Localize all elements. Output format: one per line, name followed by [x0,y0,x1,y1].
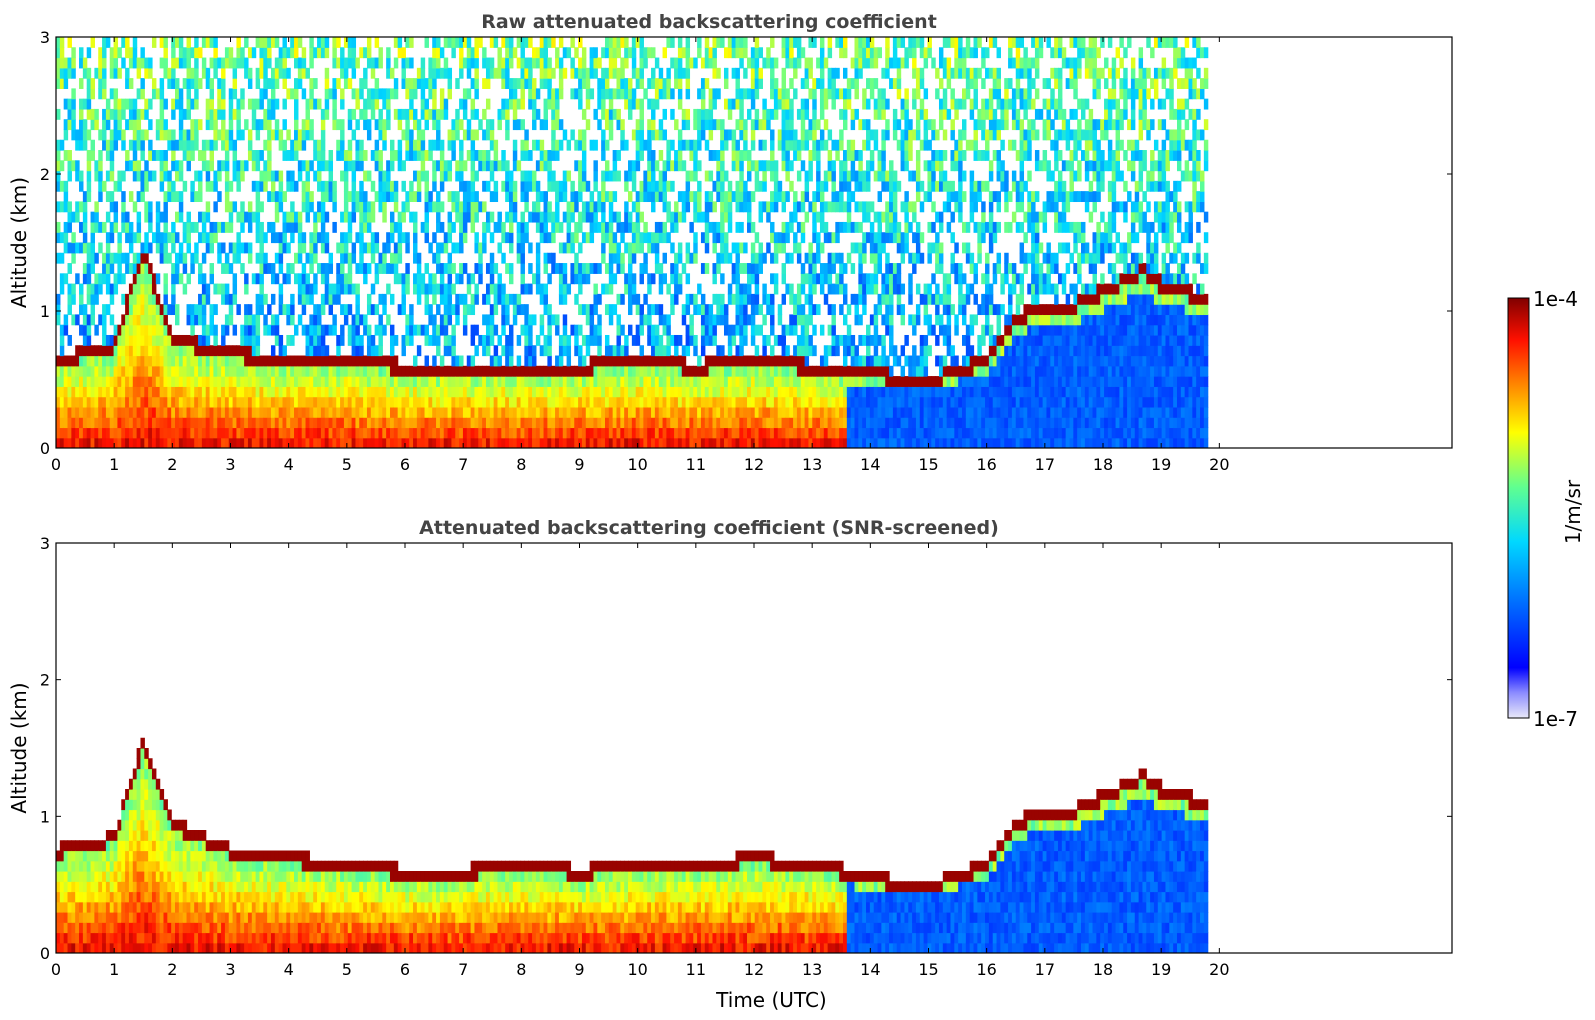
x-tick-label: 11 [686,960,706,979]
x-axis-label: Time (UTC) [715,988,827,1012]
x-tick-label: 0 [51,455,61,474]
x-tick-label: 17 [1035,960,1055,979]
x-tick-label: 1 [109,455,119,474]
x-tick-label: 18 [1093,455,1113,474]
chart-panel-2: Attenuated backscattering coefficient (S… [7,517,1453,1012]
x-tick-label: 5 [342,455,352,474]
y-tick-label: 0 [40,944,50,963]
colorbar-max-label: 1e-4 [1533,287,1578,311]
x-tick-label: 10 [627,455,647,474]
x-tick-label: 8 [516,960,526,979]
x-tick-label: 9 [574,455,584,474]
chart-title: Raw attenuated backscattering coefficien… [481,11,937,33]
x-tick-label: 4 [284,455,294,474]
x-tick-label: 16 [976,960,996,979]
x-tick-label: 15 [918,455,938,474]
x-tick-label: 14 [860,960,880,979]
y-tick-label: 1 [40,807,50,826]
x-tick-label: 4 [284,960,294,979]
x-tick-label: 17 [1035,455,1055,474]
colorbar-gradient [1507,297,1530,719]
y-tick-label: 3 [40,28,50,47]
x-tick-label: 6 [400,960,410,979]
x-tick-label: 13 [802,455,822,474]
x-tick-label: 8 [516,455,526,474]
x-tick-label: 3 [225,455,235,474]
y-tick-label: 3 [40,534,50,553]
x-tick-label: 11 [686,455,706,474]
chart-panel-1: Raw attenuated backscattering coefficien… [7,11,1453,474]
y-axis-label: Altitude (km) [7,682,31,813]
backscatter-field [56,37,1209,448]
x-tick-label: 0 [51,960,61,979]
x-tick-label: 14 [860,455,880,474]
y-tick-label: 2 [40,671,50,690]
backscatter-field [56,737,1209,953]
x-tick-label: 5 [342,960,352,979]
x-tick-label: 6 [400,455,410,474]
x-tick-label: 9 [574,960,584,979]
x-tick-label: 2 [167,960,177,979]
x-tick-label: 20 [1209,960,1229,979]
y-tick-label: 1 [40,302,50,321]
x-tick-label: 15 [918,960,938,979]
x-tick-label: 10 [627,960,647,979]
x-tick-label: 1 [109,960,119,979]
x-tick-label: 16 [976,455,996,474]
chart-title: Attenuated backscattering coefficient (S… [419,517,999,539]
x-tick-label: 7 [458,960,468,979]
y-tick-label: 0 [40,439,50,458]
colorbar: 1e-4 1e-7 1/m/sr [1507,287,1585,731]
x-tick-label: 13 [802,960,822,979]
colorbar-unit-label: 1/m/sr [1561,479,1585,544]
x-tick-label: 12 [744,960,764,979]
x-tick-label: 19 [1151,455,1171,474]
colorbar-min-label: 1e-7 [1533,707,1578,731]
x-tick-label: 12 [744,455,764,474]
x-tick-label: 7 [458,455,468,474]
x-tick-label: 3 [225,960,235,979]
y-tick-label: 2 [40,165,50,184]
x-tick-label: 2 [167,455,177,474]
y-axis-label: Altitude (km) [7,177,31,308]
x-tick-label: 20 [1209,455,1229,474]
x-tick-label: 19 [1151,960,1171,979]
x-tick-label: 18 [1093,960,1113,979]
